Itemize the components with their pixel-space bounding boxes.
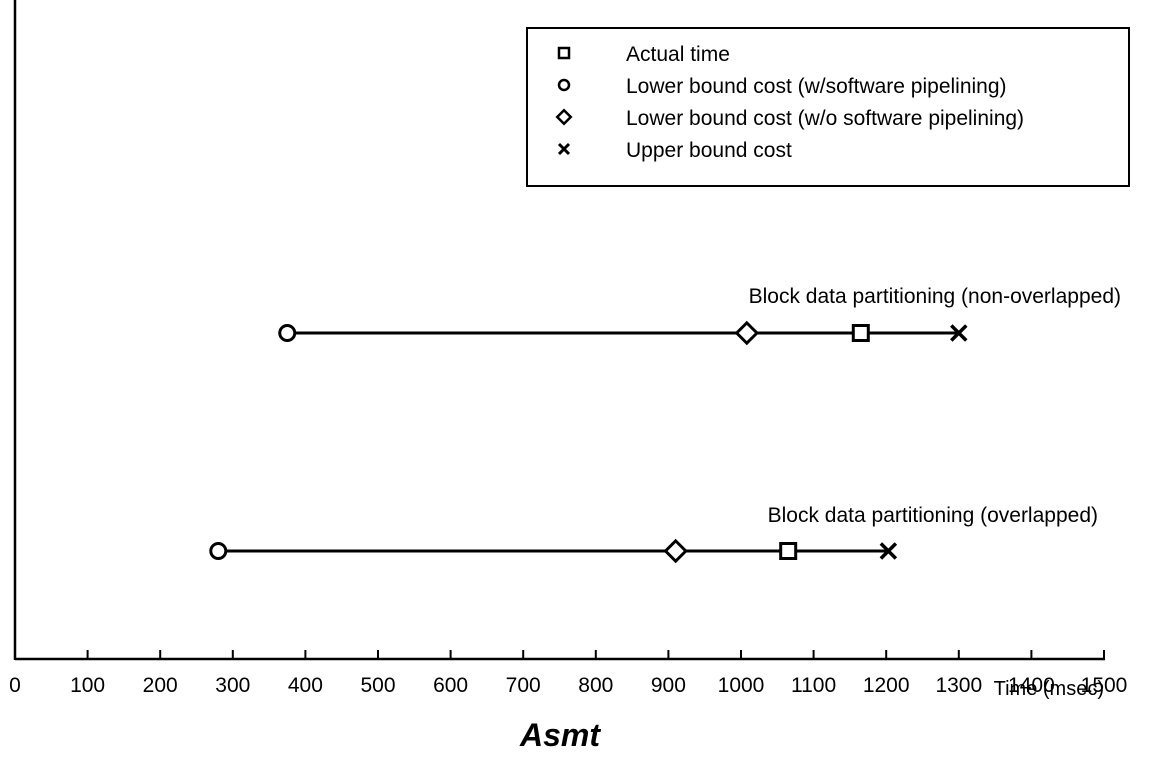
point-diamond-2-shape (663, 538, 688, 564)
legend-marker-cross-shape (557, 142, 571, 156)
legend-item-3: Lower bound cost (w/o software pipelinin… (555, 107, 1024, 130)
point-circle-1 (278, 324, 297, 342)
point-cross-1 (950, 324, 968, 342)
point-circle-2 (209, 542, 228, 560)
legend-label-4: Upper bound cost (626, 139, 792, 162)
point-circle-1-shape (278, 324, 297, 342)
x-tick-label-400: 400 (288, 674, 323, 697)
x-tick-label-1300: 1300 (935, 674, 982, 697)
point-square-2 (779, 542, 798, 560)
range-lines (218, 331, 959, 553)
x-tick-label-1100: 1100 (791, 674, 836, 697)
x-tick-label-1400: 1400 (1008, 674, 1055, 697)
x-tick-label-800: 800 (578, 674, 613, 697)
x-tick-label-100: 100 (70, 674, 105, 697)
x-tick-label-200: 200 (143, 674, 178, 697)
legend-item-4: Upper bound cost (557, 139, 792, 162)
legend-marker-square (557, 46, 571, 60)
legend-marker-circle (557, 78, 571, 92)
point-cross-2-shape (879, 542, 898, 560)
legend-marker-square-shape (557, 46, 571, 60)
legend-item-1: Actual time (557, 43, 730, 66)
legend: Actual time Lower bound cost (w/software … (526, 27, 1130, 187)
chart-title: Asmt (519, 717, 601, 753)
x-tick-label-1200: 1200 (863, 674, 910, 697)
x-tick-label-700: 700 (506, 674, 541, 697)
legend-marker-diamond (555, 108, 573, 126)
point-cross-1-shape (950, 324, 968, 342)
legend-items: Actual time Lower bound cost (w/software … (555, 43, 1024, 162)
point-cross-2 (879, 542, 898, 560)
x-tick-label-300: 300 (215, 674, 250, 697)
x-tick-label-600: 600 (433, 674, 468, 697)
legend-box (526, 27, 1130, 187)
row-label-1: Block data partitioning (non-overlapped) (749, 285, 1121, 308)
point-square-1 (851, 324, 870, 342)
row-label-2: Block data partitioning (overlapped) (768, 504, 1098, 527)
x-tick-label-1500: 1500 (1081, 674, 1128, 697)
x-tick-label-1000: 1000 (718, 674, 765, 697)
x-tick-label-500: 500 (360, 674, 395, 697)
legend-label-2: Lower bound cost (w/software pipelining) (626, 75, 1007, 98)
point-diamond-2 (663, 538, 688, 564)
legend-marker-cross (557, 142, 571, 156)
legend-item-2: Lower bound cost (w/software pipelining) (557, 75, 1007, 98)
data-markers (209, 320, 968, 564)
x-tick-label-0: 0 (9, 674, 21, 697)
x-axis-label: Time (msec) (994, 678, 1104, 700)
legend-marker-diamond-shape (555, 108, 573, 126)
point-diamond-1-shape (734, 320, 760, 346)
x-tick-label-900: 900 (651, 674, 686, 697)
axes (13, 0, 1105, 661)
legend-marker-circle-shape (557, 78, 571, 92)
legend-label-1: Actual time (626, 43, 730, 66)
point-square-1-shape (851, 324, 870, 342)
row-labels: Block data partitioning (non-overlapped)… (749, 285, 1121, 527)
point-diamond-1 (734, 320, 760, 346)
point-square-2-shape (779, 542, 798, 560)
x-axis-ticks (14, 650, 1105, 659)
legend-label-3: Lower bound cost (w/o software pipelinin… (626, 107, 1024, 130)
point-circle-2-shape (209, 542, 228, 560)
x-axis-tick-labels: 0 100 200 300 400 500 600 700 800 900 1000 1100 1200… (9, 674, 1127, 697)
